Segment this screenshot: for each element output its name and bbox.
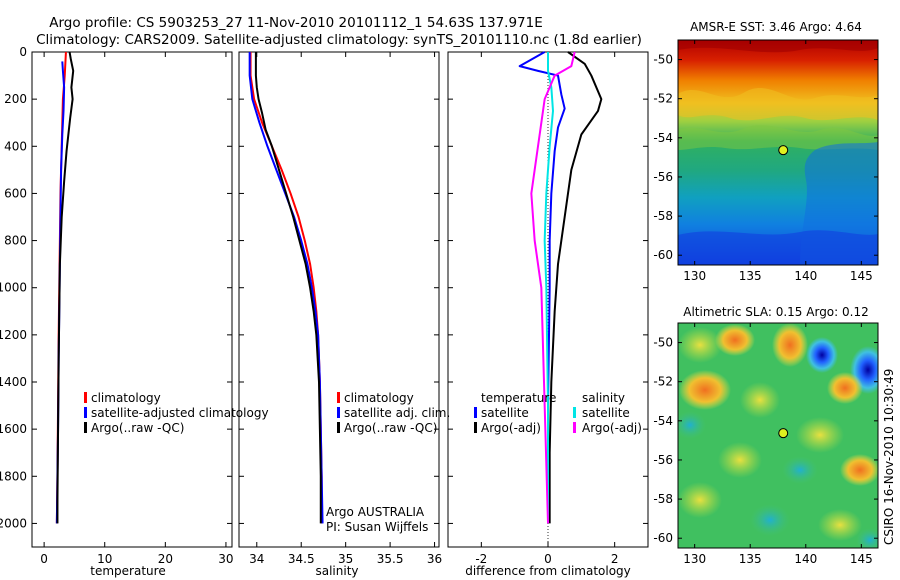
difference-series-salinity-satellite [543, 52, 554, 524]
sla_map-xtick-label: 130 [683, 552, 706, 566]
annotation-pi-name: PI: Susan Wijffels [326, 520, 428, 534]
depth-tick-label: 1400 [0, 375, 27, 389]
sla_map-ytick-label: -56 [653, 453, 673, 467]
sla-map-frame [677, 322, 879, 549]
difference-xtick-label: -2 [475, 552, 487, 566]
sst_map-xtick-label: 135 [739, 269, 762, 283]
legend-swatch-sal-satellite [337, 407, 340, 418]
sst-field [678, 40, 878, 265]
temperature-panel: 0 200 400 600 800 1000 1200 1400 1600 1800 2000 0 1… [0, 45, 269, 578]
sla_map-ytick-label: -58 [653, 492, 673, 506]
legend-label-temp-satellite: satellite [481, 406, 529, 420]
sla-map-panel: Altimetric SLA: 0.15 Argo: 0.12 -50 -52 -5… [653, 305, 879, 566]
argo-position-marker-sla [778, 428, 789, 439]
temperature-series-argo-raw-qc [56, 51, 75, 524]
salinity-series-satellite-adj-clim [248, 52, 324, 524]
sst_map-ytick-label: -54 [653, 131, 673, 145]
sla_map-xtick-label: 140 [794, 552, 817, 566]
temperature-xtick-label: 0 [40, 552, 48, 566]
sla-map-title: Altimetric SLA: 0.15 Argo: 0.12 [683, 305, 868, 319]
legend-label-sal-climatology: climatology [344, 391, 414, 405]
temperature-xtick-label: 10 [97, 552, 112, 566]
figure-title-line2: Climatology: CARS2009. Satellite-adjuste… [36, 32, 642, 48]
depth-tick-label: 1000 [0, 281, 27, 295]
legend-label-sal-sat-diff: satellite [582, 406, 630, 420]
legend-swatch-argo [84, 422, 87, 433]
depth-tick-label: 0 [19, 45, 27, 59]
sst-map-title: AMSR-E SST: 3.46 Argo: 4.64 [690, 20, 862, 34]
difference-legend: temperature salinity satellite Argo(-adj… [474, 391, 642, 435]
depth-tick-label: 1800 [0, 469, 27, 483]
salinity-xtick-label: 35.5 [377, 552, 404, 566]
difference-series-salinity-argo-adj [530, 51, 576, 524]
sst_map-ytick-label: -60 [653, 248, 673, 262]
sst_map-ytick-label: -58 [653, 209, 673, 223]
difference-xtick-label: 0 [544, 552, 552, 566]
legend-label-sal-argo-diff: Argo(-adj) [582, 421, 642, 435]
sst_map-xtick-label: 145 [850, 269, 873, 283]
sst-map-panel: AMSR-E SST: 3.46 Argo: 4.64 -50 -52 -54 -56… [653, 20, 879, 283]
legend-swatch-climatology [84, 392, 87, 403]
salinity-legend: climatology satellite adj. clim. Argo(..… [337, 391, 450, 435]
sst_map-xtick-label: 130 [683, 269, 706, 283]
sst-map-frame [677, 39, 879, 266]
depth-tick-label: 400 [4, 139, 27, 153]
sla_map-ytick-label: -54 [653, 414, 673, 428]
sla_map-ytick-label: -60 [653, 531, 673, 545]
difference-panel: -2 0 2 difference from climatology tempera… [447, 51, 649, 578]
legend-header-temperature: temperature [481, 391, 556, 405]
salinity-series-argo-raw-qc [254, 52, 322, 524]
difference-xlabel: difference from climatology [465, 564, 631, 578]
temperature-xtick-label: 30 [218, 552, 233, 566]
sst_map-ytick-label: -52 [653, 92, 673, 106]
legend-label-climatology: climatology [91, 391, 161, 405]
annotation-argo-australia: Argo AUSTRALIA [326, 505, 425, 519]
legend-label-temp-argo: Argo(-adj) [481, 421, 541, 435]
depth-tick-label: 800 [4, 234, 27, 248]
temperature-axes-frame [31, 51, 233, 548]
sla_map-ytick-label: -50 [653, 336, 673, 350]
sla-field [678, 323, 878, 548]
temperature-xtick-label: 20 [158, 552, 173, 566]
temperature-legend: climatology satellite-adjusted climatolo… [84, 391, 269, 435]
legend-swatch-sal-argo [337, 422, 340, 433]
depth-tick-label: 600 [4, 186, 27, 200]
salinity-xtick-label: 34.5 [288, 552, 315, 566]
legend-label-satellite-adjusted: satellite-adjusted climatology [91, 406, 269, 420]
sst_map-xtick-label: 140 [794, 269, 817, 283]
depth-tick-label: 200 [4, 92, 27, 106]
sla_map-xtick-label: 135 [739, 552, 762, 566]
legend-swatch-sal-climatology [337, 392, 340, 403]
salinity-xtick-label: 36 [427, 552, 442, 566]
salinity-panel: 34 34.5 35 35.5 36 salinity climatology sate… [238, 51, 450, 578]
legend-swatch-sal-sat-diff [573, 407, 576, 418]
depth-tick-label: 1200 [0, 328, 27, 342]
salinity-axes-frame [238, 51, 440, 548]
depth-tick-label: 2000 [0, 516, 27, 530]
sst_map-ytick-label: -56 [653, 170, 673, 184]
argo-position-marker-sst [778, 145, 789, 156]
difference-series-temperature-satellite [518, 51, 566, 524]
sla_map-ytick-label: -52 [653, 375, 673, 389]
legend-swatch-temp-satellite [474, 407, 477, 418]
salinity-xtick-label: 35 [338, 552, 353, 566]
salinity-xlabel: salinity [315, 564, 358, 578]
temperature-xlabel: temperature [90, 564, 165, 578]
depth-tick-label: 1600 [0, 422, 27, 436]
figure-title-line1: Argo profile: CS 5903253_27 11-Nov-2010 … [49, 15, 543, 31]
legend-swatch-temp-argo [474, 422, 477, 433]
difference-series-temperature-argo-adj [548, 51, 603, 524]
legend-swatch-satellite-adjusted [84, 407, 87, 418]
legend-label-sal-satellite: satellite adj. clim. [344, 406, 450, 420]
sla_map-xtick-label: 145 [850, 552, 873, 566]
salinity-xtick-label: 34 [249, 552, 264, 566]
side-timestamp-label: CSIRO 16-Nov-2010 10:30:49 [882, 369, 896, 545]
legend-swatch-sal-argo-diff [573, 422, 576, 433]
legend-label-argo: Argo(..raw -QC) [91, 421, 184, 435]
legend-header-salinity: salinity [582, 391, 625, 405]
difference-xtick-label: 2 [611, 552, 619, 566]
sst_map-ytick-label: -50 [653, 53, 673, 67]
legend-label-sal-argo: Argo(..raw -QC) [344, 421, 437, 435]
